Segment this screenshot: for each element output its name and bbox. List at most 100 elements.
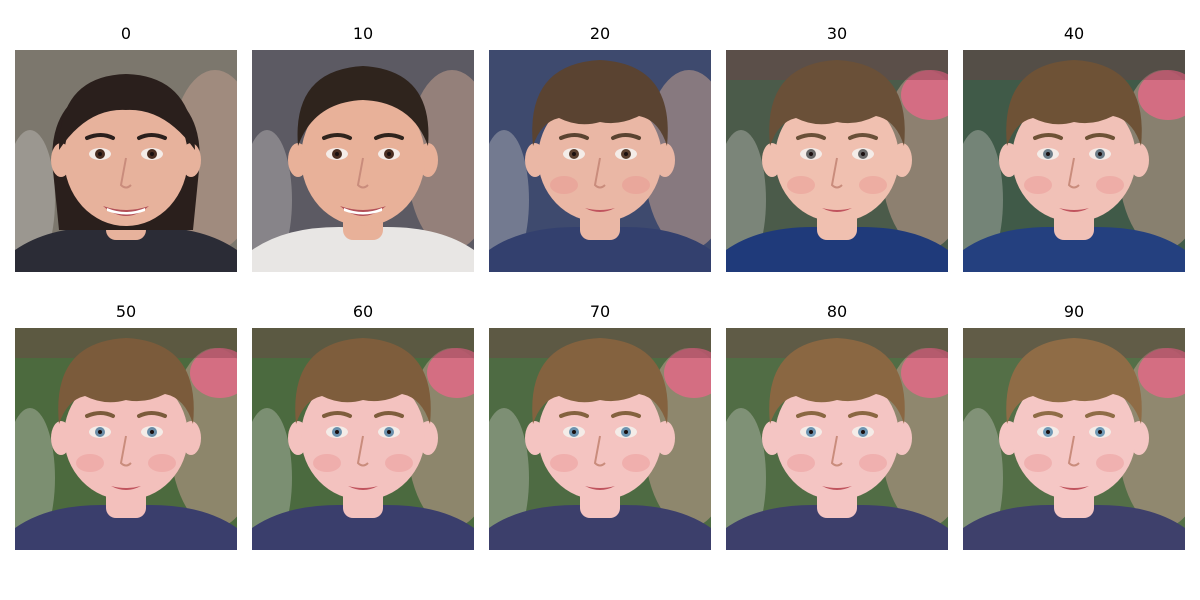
left-cheek bbox=[787, 176, 815, 194]
background-water bbox=[252, 408, 292, 548]
panel-title: 80 bbox=[826, 302, 848, 321]
shirt bbox=[489, 504, 711, 550]
nose bbox=[830, 435, 843, 467]
pink-hat bbox=[427, 348, 474, 398]
background-water bbox=[963, 408, 1003, 548]
left-eyebrow bbox=[322, 411, 352, 418]
background-water bbox=[252, 130, 292, 270]
nose bbox=[119, 435, 132, 467]
hair bbox=[532, 338, 668, 424]
background-water bbox=[963, 130, 1003, 270]
background-water bbox=[726, 408, 766, 548]
left-cheek bbox=[550, 176, 578, 194]
left-pupil bbox=[1046, 152, 1050, 156]
background-water bbox=[726, 130, 766, 270]
left-cheek bbox=[1024, 176, 1052, 194]
nose bbox=[593, 435, 606, 467]
panel-title: 70 bbox=[589, 302, 611, 321]
left-eyebrow bbox=[85, 411, 115, 418]
right-pupil bbox=[1098, 152, 1102, 156]
panel-title: 90 bbox=[1063, 302, 1085, 321]
right-cheek bbox=[859, 176, 887, 194]
right-eyebrow bbox=[137, 411, 167, 418]
right-cheek bbox=[622, 454, 650, 472]
left-pupil bbox=[98, 430, 102, 434]
face-illustration bbox=[489, 328, 711, 550]
face-image bbox=[252, 328, 474, 550]
mouth bbox=[340, 206, 386, 216]
nose bbox=[356, 435, 369, 467]
left-cheek bbox=[313, 454, 341, 472]
hair bbox=[1006, 60, 1142, 146]
face-image bbox=[963, 50, 1185, 272]
left-eyebrow bbox=[1033, 133, 1063, 140]
background-water bbox=[15, 130, 55, 270]
right-eyebrow bbox=[374, 411, 404, 418]
shirt bbox=[15, 504, 237, 550]
left-pupil bbox=[98, 152, 102, 156]
mouth bbox=[822, 486, 852, 490]
left-cheek bbox=[76, 454, 104, 472]
face-image bbox=[252, 50, 474, 272]
hair bbox=[769, 338, 905, 424]
shirt bbox=[252, 504, 474, 550]
panel-title: 30 bbox=[826, 24, 848, 43]
panel-title: 50 bbox=[115, 302, 137, 321]
right-pupil bbox=[150, 430, 154, 434]
left-pupil bbox=[809, 430, 813, 434]
face-illustration bbox=[726, 328, 948, 550]
face-image bbox=[15, 50, 237, 272]
pink-hat bbox=[664, 348, 711, 398]
left-pupil bbox=[335, 152, 339, 156]
pink-hat bbox=[1138, 348, 1185, 398]
mouth bbox=[111, 486, 141, 490]
background-water bbox=[489, 130, 529, 270]
right-pupil bbox=[624, 152, 628, 156]
right-eyebrow bbox=[1085, 411, 1115, 418]
left-eyebrow bbox=[796, 133, 826, 140]
left-eyebrow bbox=[796, 411, 826, 418]
right-cheek bbox=[859, 454, 887, 472]
background-water bbox=[489, 408, 529, 548]
shirt bbox=[15, 226, 237, 272]
hair bbox=[1006, 338, 1142, 424]
shirt bbox=[963, 226, 1185, 272]
left-eyebrow bbox=[1033, 411, 1063, 418]
left-cheek bbox=[550, 454, 578, 472]
face-image bbox=[726, 328, 948, 550]
face-image bbox=[489, 328, 711, 550]
mouth bbox=[103, 206, 149, 216]
right-pupil bbox=[387, 430, 391, 434]
nose bbox=[1067, 157, 1080, 189]
face-illustration bbox=[15, 50, 237, 272]
face-illustration bbox=[252, 328, 474, 550]
right-eyebrow bbox=[611, 411, 641, 418]
right-eyebrow bbox=[611, 133, 641, 140]
nose bbox=[119, 157, 132, 189]
left-pupil bbox=[335, 430, 339, 434]
face-illustration bbox=[489, 50, 711, 272]
face-illustration bbox=[726, 50, 948, 272]
right-pupil bbox=[150, 152, 154, 156]
face-illustration bbox=[15, 328, 237, 550]
left-eyebrow bbox=[322, 133, 352, 140]
background-water bbox=[15, 408, 55, 548]
face-image bbox=[15, 328, 237, 550]
mouth bbox=[1059, 208, 1089, 212]
pink-hat bbox=[901, 348, 948, 398]
shirt bbox=[963, 504, 1185, 550]
hair bbox=[58, 338, 194, 424]
teeth bbox=[344, 208, 382, 215]
panel-title: 40 bbox=[1063, 24, 1085, 43]
mouth bbox=[1059, 486, 1089, 490]
shirt bbox=[489, 226, 711, 272]
left-eyebrow bbox=[559, 133, 589, 140]
nose bbox=[593, 157, 606, 189]
hair bbox=[59, 74, 195, 150]
left-pupil bbox=[809, 152, 813, 156]
nose bbox=[830, 157, 843, 189]
right-eyebrow bbox=[374, 133, 404, 140]
teeth bbox=[107, 208, 145, 215]
face-illustration bbox=[963, 50, 1185, 272]
panel-title: 60 bbox=[352, 302, 374, 321]
